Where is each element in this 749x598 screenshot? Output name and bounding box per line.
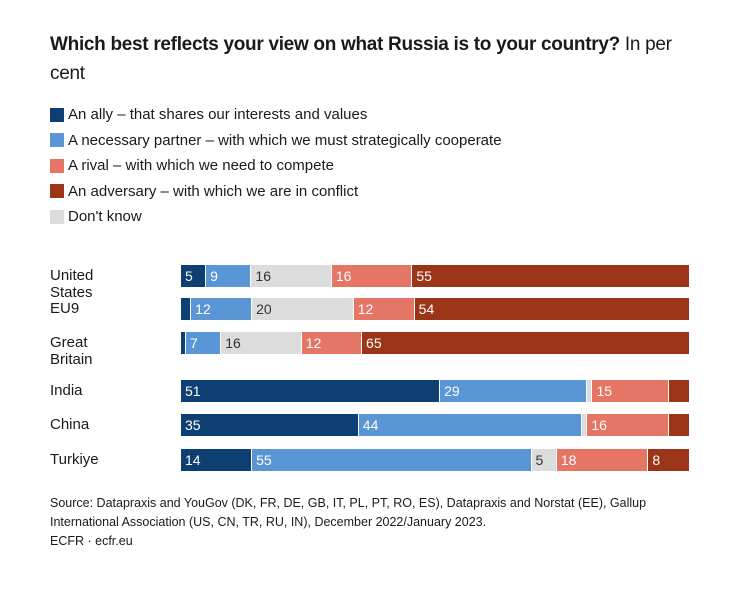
bar-segment: 12: [353, 298, 415, 320]
bar-row: 5 9 16 16 55: [181, 265, 689, 287]
data-label: 16: [255, 268, 271, 284]
bar-row: 12 20 12 54: [181, 298, 689, 320]
legend: An ally – that shares our interests and …: [50, 102, 502, 230]
bar-segment: [181, 298, 192, 320]
legend-swatch: [50, 184, 64, 199]
data-label: 18: [560, 452, 577, 468]
legend-label: A necessary partner – with which we must…: [68, 131, 502, 149]
bar-segment: 16: [587, 414, 669, 436]
data-label: 9: [210, 268, 218, 284]
category-label: India: [50, 382, 83, 399]
bar-segment: 5: [531, 449, 557, 471]
bar-segment: 29: [440, 380, 588, 402]
legend-item: A rival – with which we need to compete: [50, 153, 502, 179]
legend-swatch: [50, 209, 64, 224]
chart-title-question: Which best reflects your view on what Ru…: [50, 34, 620, 55]
data-label: 14: [185, 452, 201, 468]
category-label: China: [50, 416, 90, 433]
bar-segment: [668, 414, 689, 436]
bar-segment: 35: [181, 414, 359, 436]
bar-segment: [668, 380, 689, 402]
bar-segment: 55: [412, 265, 689, 287]
bar-segment: [587, 380, 593, 402]
data-label: 15: [596, 383, 613, 399]
chart-title: Which best reflects your view on what Ru…: [50, 30, 700, 88]
data-label: 35: [185, 417, 201, 433]
data-label: 5: [185, 268, 193, 284]
legend-swatch: [50, 133, 64, 148]
bar-segment: 14: [181, 449, 253, 471]
data-label: 16: [335, 268, 352, 284]
data-label: 8: [652, 452, 661, 468]
legend-item: Don't know: [50, 204, 502, 230]
bar-segment: 8: [648, 449, 689, 471]
bar-row: 51 29 15: [181, 380, 689, 402]
bar-segment: 12: [301, 332, 363, 354]
bar-segment: 16: [331, 265, 413, 287]
bar-segment: 51: [181, 380, 441, 402]
source-text: Source: Datapraxis and YouGov (DK, FR, D…: [50, 496, 647, 529]
data-label: 12: [195, 301, 211, 317]
legend-label: A rival – with which we need to compete: [68, 157, 334, 175]
category-label: Turkiye: [50, 451, 99, 468]
bar-segment: 20: [252, 298, 354, 320]
publisher-credit: ECFR · ecfr.eu: [50, 534, 133, 548]
chart-subtitle: In per cent: [50, 34, 672, 84]
legend-swatch: [50, 107, 64, 122]
data-label: 51: [185, 383, 201, 399]
data-label: 7: [190, 335, 198, 351]
bar-segment: 44: [358, 414, 583, 436]
category-label: United States: [50, 267, 94, 301]
data-label: 55: [416, 268, 432, 284]
category-label: Great Britain: [50, 334, 93, 368]
data-label: 65: [366, 335, 382, 351]
source-note: Source: Datapraxis and YouGov (DK, FR, D…: [50, 494, 710, 551]
data-label: 16: [591, 417, 607, 433]
data-label: 5: [535, 452, 544, 468]
data-label: 44: [362, 417, 379, 433]
bar-segment: [181, 332, 187, 354]
legend-label: Don't know: [68, 208, 142, 226]
bar-segment: 18: [556, 449, 649, 471]
legend-label: An adversary – with which we are in conf…: [68, 182, 359, 200]
data-label: 12: [305, 335, 322, 351]
category-label: EU9: [50, 300, 80, 317]
legend-item: An ally – that shares our interests and …: [50, 102, 502, 128]
bar-row: 14 55 5 18 8: [181, 449, 689, 471]
bar-segment: 5: [181, 265, 207, 287]
legend-item: A necessary partner – with which we must…: [50, 128, 502, 154]
bar-segment: 16: [251, 265, 332, 287]
bar-segment: 16: [221, 332, 302, 354]
bar-row: 35 44 16: [181, 414, 689, 436]
data-label: 16: [225, 335, 241, 351]
bar-segment: 15: [592, 380, 669, 402]
bar-segment: 55: [252, 449, 532, 471]
legend-item: An adversary – with which we are in conf…: [50, 179, 502, 205]
bar-segment: 65: [362, 332, 689, 354]
data-label: 20: [256, 301, 272, 317]
data-label: 54: [418, 301, 435, 317]
bar-segment: 7: [186, 332, 222, 354]
legend-swatch: [50, 158, 64, 173]
data-label: 12: [357, 301, 374, 317]
bar-segment: [582, 414, 588, 436]
data-label: 55: [256, 452, 272, 468]
legend-label: An ally – that shares our interests and …: [68, 106, 368, 124]
bar-segment: 9: [206, 265, 252, 287]
bar-segment: 12: [191, 298, 253, 320]
bar-segment: 54: [414, 298, 689, 320]
bar-row: 7 16 12 65: [181, 332, 689, 354]
data-label: 29: [444, 383, 460, 399]
